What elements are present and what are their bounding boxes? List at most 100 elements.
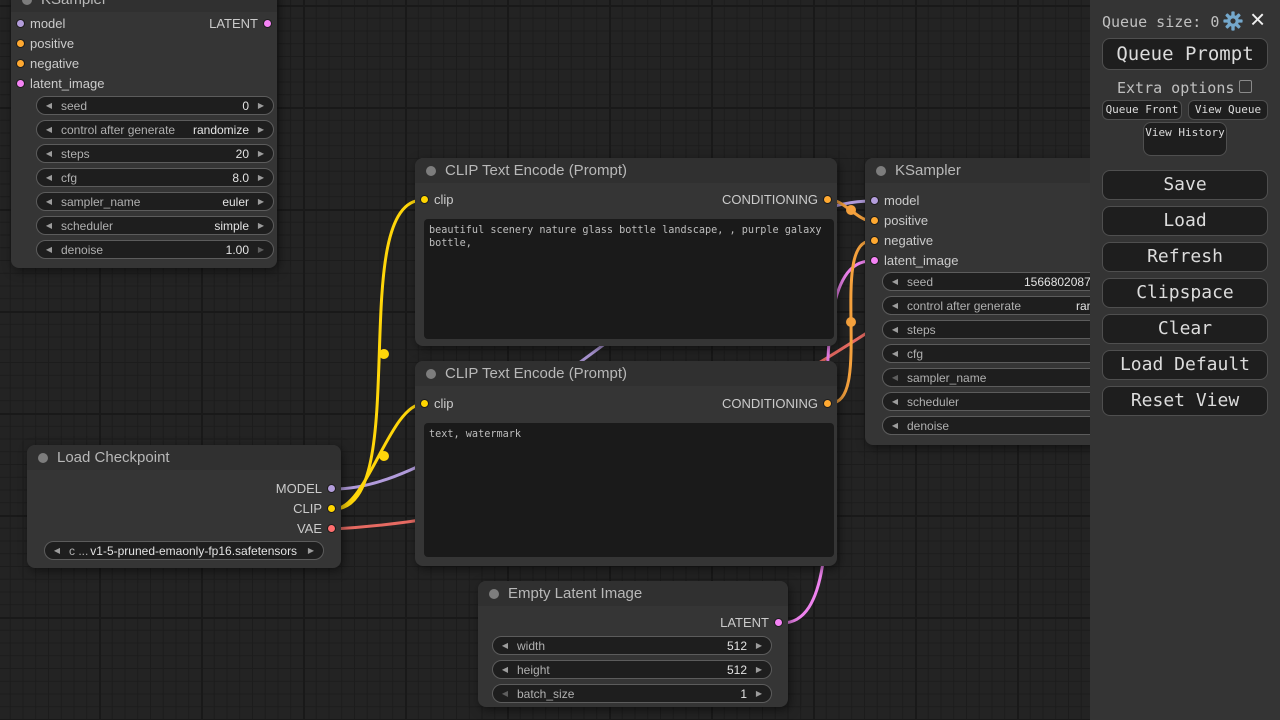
input-port-clip[interactable] [420,195,429,204]
link-dot [379,349,389,359]
collapse-dot-icon[interactable] [489,588,499,599]
clear-button[interactable]: Clear [1102,314,1268,344]
save-button[interactable]: Save [1102,170,1268,200]
view-queue-button[interactable]: View Queue [1188,100,1268,120]
widget-batch-size[interactable]: ◀ batch_size 1 ▶ [492,684,772,703]
output-port-vae[interactable] [327,524,336,533]
arrow-right-icon[interactable]: ▶ [257,149,265,158]
input-port-clip[interactable] [420,399,429,408]
input-port-positive[interactable] [870,216,879,225]
arrow-right-icon[interactable]: ▶ [257,221,265,230]
arrow-left-icon[interactable]: ◀ [891,373,899,382]
arrow-right-icon[interactable]: ▶ [257,173,265,182]
prompt-textarea[interactable]: beautiful scenery nature glass bottle la… [424,219,834,339]
node-title[interactable]: Load Checkpoint [27,445,341,470]
output-label-clip: CLIP [293,501,322,516]
refresh-button[interactable]: Refresh [1102,242,1268,272]
arrow-left-icon[interactable]: ◀ [891,349,899,358]
arrow-right-icon[interactable]: ▶ [257,197,265,206]
output-port-conditioning[interactable] [823,399,832,408]
node-clip-text-encode-negative[interactable]: CLIP Text Encode (Prompt) clip CONDITION… [415,361,837,566]
arrow-right-icon[interactable]: ▶ [257,101,265,110]
close-icon[interactable]: × [1250,4,1266,34]
arrow-left-icon[interactable]: ◀ [53,546,61,555]
wire-clip-bottom [332,402,425,511]
output-port-clip[interactable] [327,504,336,513]
arrow-right-icon[interactable]: ▶ [257,125,265,134]
input-port-latent-image[interactable] [16,79,25,88]
widget-control-after-generate[interactable]: ◀ control after generate randomize ▶ [36,120,274,139]
view-history-button[interactable]: View History [1143,122,1227,156]
input-port-negative[interactable] [870,236,879,245]
settings-gear-icon[interactable] [1223,11,1243,31]
input-port-model[interactable] [16,19,25,28]
extra-options-checkbox[interactable] [1239,80,1252,93]
collapse-dot-icon[interactable] [426,165,436,176]
widget-height[interactable]: ◀ height 512 ▶ [492,660,772,679]
load-default-button[interactable]: Load Default [1102,350,1268,380]
node-load-checkpoint[interactable]: Load Checkpoint MODEL CLIP VAE ◀ c ... v1-… [27,445,341,568]
arrow-left-icon[interactable]: ◀ [45,221,53,230]
collapse-dot-icon[interactable] [876,165,886,176]
arrow-right-icon[interactable]: ▶ [257,245,265,254]
arrow-left-icon[interactable]: ◀ [501,689,509,698]
prompt-textarea[interactable]: text, watermark [424,423,834,557]
collapse-dot-icon[interactable] [22,0,32,5]
widget-label: denoise [907,418,950,433]
input-port-latent-image[interactable] [870,256,879,265]
arrow-right-icon[interactable]: ▶ [755,641,763,650]
input-port-negative[interactable] [16,59,25,68]
link-dot [846,317,856,327]
arrow-left-icon[interactable]: ◀ [501,665,509,674]
arrow-left-icon[interactable]: ◀ [45,245,53,254]
queue-prompt-button[interactable]: Queue Prompt [1102,38,1268,70]
output-label-vae: VAE [296,521,322,536]
output-port-latent[interactable] [263,19,272,28]
arrow-left-icon[interactable]: ◀ [891,397,899,406]
widget-sampler-name[interactable]: ◀ sampler_name euler ▶ [36,192,274,211]
widget-ckpt-name[interactable]: ◀ c ... v1-5-pruned-emaonly-fp16.safetenso… [44,541,324,560]
widget-steps[interactable]: ◀ steps 20 ▶ [36,144,274,163]
arrow-left-icon[interactable]: ◀ [891,277,899,286]
arrow-left-icon[interactable]: ◀ [45,125,53,134]
node-title-label: KSampler [895,162,961,179]
widget-seed[interactable]: ◀ seed 0 ▶ [36,96,274,115]
output-port-model[interactable] [327,484,336,493]
arrow-left-icon[interactable]: ◀ [45,101,53,110]
collapse-dot-icon[interactable] [38,452,48,463]
reset-view-button[interactable]: Reset View [1102,386,1268,416]
output-label-conditioning: CONDITIONING [721,192,818,207]
arrow-left-icon[interactable]: ◀ [891,301,899,310]
arrow-left-icon[interactable]: ◀ [45,173,53,182]
input-port-positive[interactable] [16,39,25,48]
arrow-right-icon[interactable]: ▶ [755,665,763,674]
load-button[interactable]: Load [1102,206,1268,236]
arrow-left-icon[interactable]: ◀ [891,325,899,334]
input-port-model[interactable] [870,196,879,205]
node-clip-text-encode-positive[interactable]: CLIP Text Encode (Prompt) clip CONDITION… [415,158,837,346]
arrow-left-icon[interactable]: ◀ [45,197,53,206]
node-title[interactable]: CLIP Text Encode (Prompt) [415,158,837,183]
node-title-label: Empty Latent Image [508,585,643,602]
widget-denoise[interactable]: ◀ denoise 1.00 ▶ [36,240,274,259]
node-title[interactable]: KSampler [11,0,277,12]
arrow-left-icon[interactable]: ◀ [501,641,509,650]
node-title[interactable]: Empty Latent Image [478,581,788,606]
output-port-latent[interactable] [774,618,783,627]
arrow-left-icon[interactable]: ◀ [45,149,53,158]
arrow-left-icon[interactable]: ◀ [891,421,899,430]
node-ksampler-left[interactable]: KSampler model positive negative latent_… [11,0,277,268]
node-title[interactable]: CLIP Text Encode (Prompt) [415,361,837,386]
arrow-right-icon[interactable]: ▶ [307,546,315,555]
widget-cfg[interactable]: ◀ cfg 8.0 ▶ [36,168,274,187]
widget-value: v1-5-pruned-emaonly-fp16.safetensors [90,543,298,558]
arrow-right-icon[interactable]: ▶ [755,689,763,698]
node-empty-latent-image[interactable]: Empty Latent Image LATENT ◀ width 512 ▶ ◀ he… [478,581,788,707]
queue-front-button[interactable]: Queue Front [1102,100,1182,120]
collapse-dot-icon[interactable] [426,368,436,379]
widget-scheduler[interactable]: ◀ scheduler simple ▶ [36,216,274,235]
widget-width[interactable]: ◀ width 512 ▶ [492,636,772,655]
clipspace-button[interactable]: Clipspace [1102,278,1268,308]
output-port-conditioning[interactable] [823,195,832,204]
